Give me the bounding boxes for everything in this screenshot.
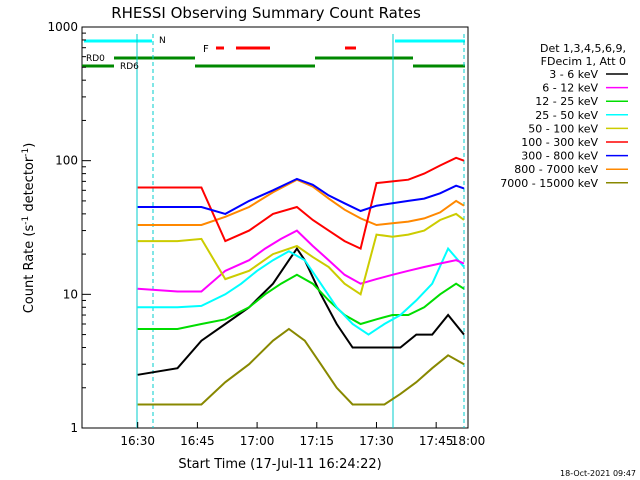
timestamp: 18-Oct-2021 09:47 — [560, 469, 636, 478]
legend-label: 100 - 300 keV — [521, 136, 598, 149]
annotation-rd0: RD0 — [86, 54, 105, 64]
legend-label: 800 - 7000 keV — [514, 163, 598, 176]
x-tick-label: 16:45 — [180, 434, 215, 448]
x-tick-label: 17:15 — [299, 434, 334, 448]
series-line-6 — [137, 177, 465, 215]
y-tick-label: 1 — [70, 421, 78, 435]
legend: Det 1,3,4,5,6,9,FDecim 1, Att 03 - 6 keV… — [500, 42, 628, 190]
annotation-f: F — [203, 44, 209, 55]
series-line-2 — [137, 273, 465, 330]
series-line-5 — [137, 156, 465, 251]
plot-frame — [81, 26, 469, 429]
x-tick-label: 16:30 — [120, 434, 155, 448]
series-line-7 — [137, 178, 465, 227]
series-line-3 — [137, 246, 465, 336]
y-tick-label: 100 — [55, 154, 78, 168]
y-axis-label-mid: detector — [22, 156, 37, 216]
legend-label: 7000 - 15000 keV — [500, 177, 598, 190]
y-axis-ticks: 1 10 100 1000 — [47, 20, 91, 435]
series-line-4 — [137, 212, 465, 296]
legend-label: 12 - 25 keV — [535, 95, 598, 108]
annotation-n: N — [159, 36, 166, 46]
y-axis-label-sup1: -1 — [21, 216, 31, 225]
legend-header: Det 1,3,4,5,6,9, — [540, 42, 626, 55]
y-axis-label-main: Count Rate (s — [22, 225, 37, 314]
y-axis-label-end: ) — [22, 143, 37, 148]
legend-label: 300 - 800 keV — [521, 150, 598, 163]
x-axis-label: Start Time (17-Jul-11 16:24:22) — [178, 457, 381, 472]
y-tick-label: 1000 — [47, 20, 78, 34]
series-line-1 — [137, 229, 465, 293]
legend-label: 50 - 100 keV — [528, 122, 598, 135]
x-tick-label: 17:30 — [359, 434, 394, 448]
x-tick-label: 17:45 — [419, 434, 454, 448]
series-line-0 — [137, 246, 465, 376]
y-tick-label: 10 — [63, 287, 78, 301]
series-lines — [137, 156, 465, 406]
legend-header: FDecim 1, Att 0 — [541, 55, 626, 68]
legend-label: 25 - 50 keV — [535, 109, 598, 122]
series-line-8 — [137, 327, 465, 406]
annotation-rd6: RD6 — [120, 62, 139, 72]
flag-bars — [82, 34, 465, 428]
x-tick-label: 17:00 — [240, 434, 275, 448]
chart-title: RHESSI Observing Summary Count Rates — [111, 4, 421, 22]
y-axis-label: Count Rate (s-1 detector-1) — [21, 143, 37, 314]
legend-label: 3 - 6 keV — [549, 68, 598, 81]
y-axis-label-sup2: -1 — [21, 148, 31, 157]
legend-label: 6 - 12 keV — [542, 82, 598, 95]
x-tick-label: 18:00 — [451, 434, 486, 448]
